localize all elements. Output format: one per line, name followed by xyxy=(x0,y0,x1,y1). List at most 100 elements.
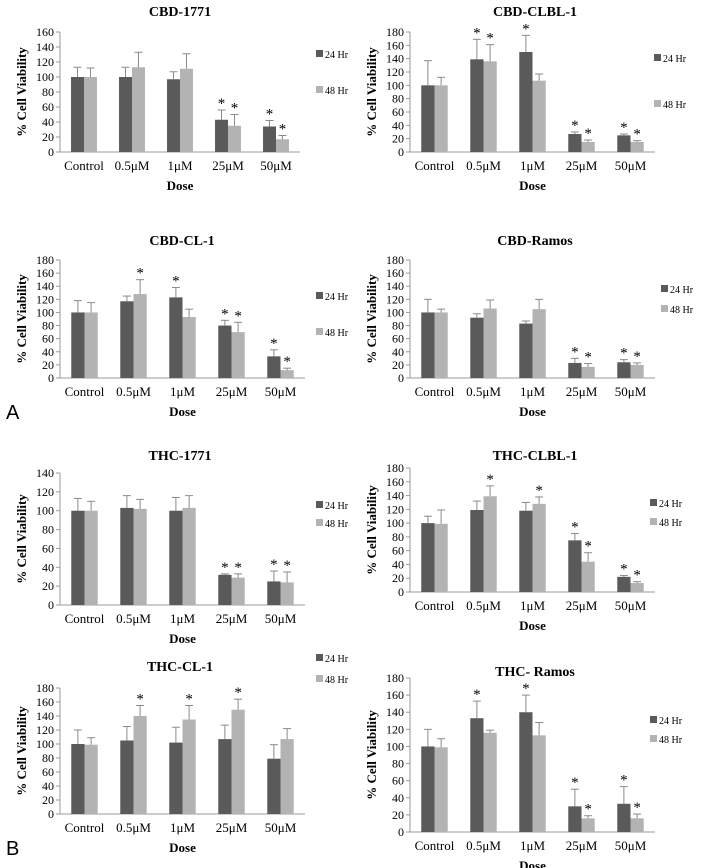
significance-marker: * xyxy=(633,127,641,143)
legend-label: 48 Hr xyxy=(325,328,349,339)
significance-marker: * xyxy=(218,96,226,112)
bar-48hr xyxy=(581,561,595,592)
y-tick-label: 180 xyxy=(386,25,404,39)
y-tick-label: 160 xyxy=(36,266,54,280)
significance-marker: * xyxy=(266,107,274,123)
x-axis-label: Dose xyxy=(167,178,194,193)
significance-marker: * xyxy=(571,519,579,535)
legend-label: 24 Hr xyxy=(325,654,349,665)
bar-48hr xyxy=(630,583,644,592)
x-tick-label: 0.5μM xyxy=(466,158,501,173)
bar-48hr xyxy=(231,332,245,378)
y-tick-label: 140 xyxy=(36,466,54,480)
y-axis-label: % Cell Viability xyxy=(364,47,379,137)
x-tick-label: 50μM xyxy=(615,384,647,399)
y-tick-label: 60 xyxy=(392,774,404,788)
bar-48hr xyxy=(182,317,196,378)
y-tick-label: 20 xyxy=(42,579,54,593)
legend-label: 48 Hr xyxy=(325,86,349,97)
y-tick-label: 60 xyxy=(42,765,54,779)
y-tick-label: 20 xyxy=(392,132,404,146)
significance-marker: * xyxy=(571,344,579,360)
chart-title: CBD-CLBL-1 xyxy=(493,5,577,20)
y-tick-label: 40 xyxy=(392,118,404,132)
bar-24hr xyxy=(263,126,276,152)
y-tick-label: 120 xyxy=(36,723,54,737)
bar-48hr xyxy=(280,739,294,814)
bar-48hr xyxy=(182,507,196,605)
y-tick-label: 0 xyxy=(48,598,54,612)
significance-marker: * xyxy=(172,274,180,290)
bar-24hr xyxy=(267,758,281,814)
bar-48hr xyxy=(280,370,294,378)
significance-marker: * xyxy=(633,568,641,584)
bar-48hr xyxy=(483,732,497,832)
bar-48hr xyxy=(630,364,644,378)
y-tick-label: 80 xyxy=(42,523,54,537)
legend-swatch-24hr xyxy=(316,654,323,661)
bar-24hr xyxy=(421,312,435,378)
panel-label-a: A xyxy=(6,402,20,424)
bar-48hr xyxy=(84,510,98,605)
bar-48hr xyxy=(276,139,289,152)
y-tick-label: 100 xyxy=(36,70,54,84)
legend-swatch-48hr xyxy=(316,86,323,93)
x-tick-label: 0.5μM xyxy=(466,838,501,853)
bar-48hr xyxy=(180,68,193,152)
bar-24hr xyxy=(421,523,435,592)
significance-marker: * xyxy=(620,561,628,577)
y-tick-label: 60 xyxy=(392,332,404,346)
significance-marker: * xyxy=(283,354,291,370)
significance-marker: * xyxy=(185,692,193,708)
legend-label: 48 Hr xyxy=(663,100,687,111)
y-axis-label: % Cell Viability xyxy=(364,274,379,364)
y-axis-label: % Cell Viability xyxy=(14,47,29,137)
bar-24hr xyxy=(519,323,533,378)
bar-48hr xyxy=(532,735,546,832)
bar-48hr xyxy=(483,496,497,592)
significance-marker: * xyxy=(270,336,278,352)
x-tick-label: 0.5μM xyxy=(466,598,501,613)
x-axis-label: Dose xyxy=(519,178,546,193)
x-axis-label: Dose xyxy=(169,840,196,855)
significance-marker: * xyxy=(486,472,494,488)
significance-marker: * xyxy=(221,306,229,322)
x-axis-label: Dose xyxy=(519,618,546,633)
bar-24hr xyxy=(519,52,533,152)
y-axis-label: % Cell Viability xyxy=(14,706,29,796)
x-tick-label: 25μM xyxy=(566,158,598,173)
bar-48hr xyxy=(231,577,245,605)
y-tick-label: 0 xyxy=(48,145,54,159)
x-tick-label: 0.5μM xyxy=(466,384,501,399)
bar-48hr xyxy=(532,80,546,152)
legend-label: 48 Hr xyxy=(659,518,683,529)
bar-24hr xyxy=(617,576,631,592)
significance-marker: * xyxy=(486,31,494,47)
x-tick-label: 25μM xyxy=(216,611,248,626)
bar-48hr xyxy=(581,818,595,832)
legend-swatch-48hr xyxy=(661,305,668,312)
bar-24hr xyxy=(169,742,183,814)
y-tick-label: 80 xyxy=(392,530,404,544)
significance-marker: * xyxy=(522,21,530,37)
y-tick-label: 0 xyxy=(48,371,54,385)
bar-48hr xyxy=(581,366,595,378)
x-tick-label: 50μM xyxy=(260,158,292,173)
bar-48hr xyxy=(483,308,497,378)
y-tick-label: 40 xyxy=(42,345,54,359)
legend-swatch-48hr xyxy=(650,735,657,742)
x-tick-label: 0.5μM xyxy=(116,384,151,399)
x-tick-label: 1μM xyxy=(520,384,545,399)
x-tick-label: 0.5μM xyxy=(116,611,151,626)
significance-marker: * xyxy=(620,773,628,789)
bar-24hr xyxy=(617,362,631,378)
x-axis-label: Dose xyxy=(519,858,546,868)
x-tick-label: 0.5μM xyxy=(116,820,151,835)
y-tick-label: 160 xyxy=(386,266,404,280)
x-tick-label: 1μM xyxy=(170,611,195,626)
bar-48hr xyxy=(630,818,644,832)
y-tick-label: 180 xyxy=(386,461,404,475)
legend-swatch-48hr xyxy=(316,519,323,526)
